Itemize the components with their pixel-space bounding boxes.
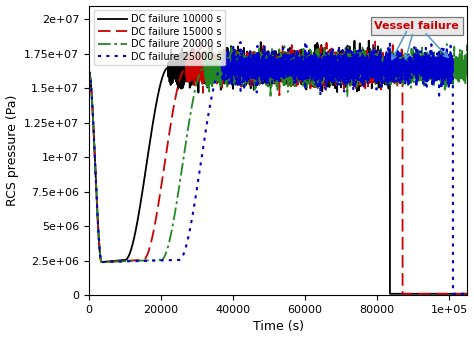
DC failure 10000 s [387, 292, 393, 296]
DC failure 20000 s [99, 260, 104, 264]
DC failure 10000 s [313, 64, 319, 68]
DC failure 15000 s [86, 70, 92, 74]
DC failure 15000 s [400, 292, 405, 296]
DC failure 15000 s [372, 40, 378, 44]
DC failure 25000 s [368, 76, 374, 80]
Line: DC failure 25000 s: DC failure 25000 s [89, 42, 467, 294]
DC failure 25000 s [237, 40, 243, 44]
DC failure 25000 s [332, 71, 338, 75]
DC failure 15000 s [332, 71, 338, 75]
DC failure 25000 s [450, 292, 456, 296]
DC failure 15000 s [231, 62, 237, 66]
DC failure 25000 s [231, 51, 237, 55]
DC failure 10000 s [366, 39, 372, 43]
DC failure 15000 s [465, 292, 470, 296]
DC failure 20000 s [444, 42, 450, 46]
DC failure 20000 s [155, 258, 161, 262]
DC failure 10000 s [231, 68, 237, 73]
DC failure 25000 s [155, 259, 161, 263]
DC failure 20000 s [86, 70, 92, 74]
DC failure 20000 s [231, 55, 237, 59]
DC failure 25000 s [397, 60, 403, 64]
DC failure 25000 s [313, 69, 319, 74]
DC failure 20000 s [313, 83, 319, 87]
DC failure 15000 s [155, 206, 161, 211]
X-axis label: Time (s): Time (s) [253, 320, 304, 334]
DC failure 20000 s [397, 71, 403, 75]
DC failure 10000 s [155, 94, 161, 98]
Y-axis label: RCS pressure (Pa): RCS pressure (Pa) [6, 95, 18, 206]
DC failure 10000 s [397, 292, 403, 296]
DC failure 20000 s [465, 53, 470, 57]
DC failure 20000 s [368, 64, 374, 68]
DC failure 10000 s [86, 70, 92, 74]
DC failure 10000 s [368, 65, 374, 69]
Text: Vessel failure: Vessel failure [374, 21, 459, 31]
DC failure 10000 s [465, 292, 470, 296]
Line: DC failure 15000 s: DC failure 15000 s [89, 42, 467, 294]
DC failure 15000 s [397, 64, 403, 68]
DC failure 25000 s [86, 70, 92, 74]
DC failure 15000 s [368, 74, 374, 78]
Line: DC failure 10000 s: DC failure 10000 s [89, 41, 467, 294]
DC failure 15000 s [313, 67, 319, 72]
DC failure 20000 s [332, 64, 338, 68]
Line: DC failure 20000 s: DC failure 20000 s [89, 44, 467, 262]
Legend: DC failure 10000 s, DC failure 15000 s, DC failure 20000 s, DC failure 25000 s: DC failure 10000 s, DC failure 15000 s, … [94, 11, 225, 65]
DC failure 25000 s [465, 292, 470, 296]
DC failure 10000 s [332, 78, 338, 82]
